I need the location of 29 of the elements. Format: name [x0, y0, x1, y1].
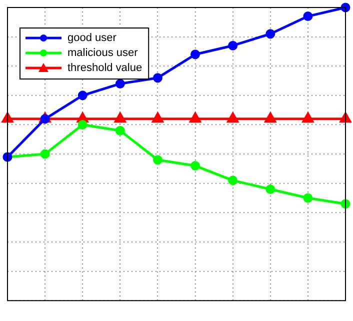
point [264, 112, 276, 123]
point [266, 184, 276, 194]
point [78, 90, 88, 100]
point [2, 112, 14, 123]
point [78, 120, 88, 130]
point [152, 73, 162, 83]
point [40, 114, 50, 124]
point [40, 149, 50, 159]
point [266, 29, 276, 39]
point [190, 50, 200, 60]
point [115, 78, 125, 88]
point [340, 112, 352, 123]
legend-label: good user [68, 32, 117, 44]
point [228, 176, 238, 186]
legend-label: threshold value [68, 62, 142, 74]
point [303, 12, 313, 22]
point [303, 193, 313, 203]
point [340, 199, 350, 209]
point [190, 112, 201, 123]
point [152, 112, 164, 123]
point [190, 161, 200, 171]
point [340, 2, 350, 12]
point [227, 112, 238, 123]
point [115, 126, 125, 136]
legend-label: malicious user [68, 47, 138, 60]
point [152, 155, 162, 165]
point [114, 112, 126, 123]
point [228, 40, 238, 50]
point [302, 112, 314, 123]
